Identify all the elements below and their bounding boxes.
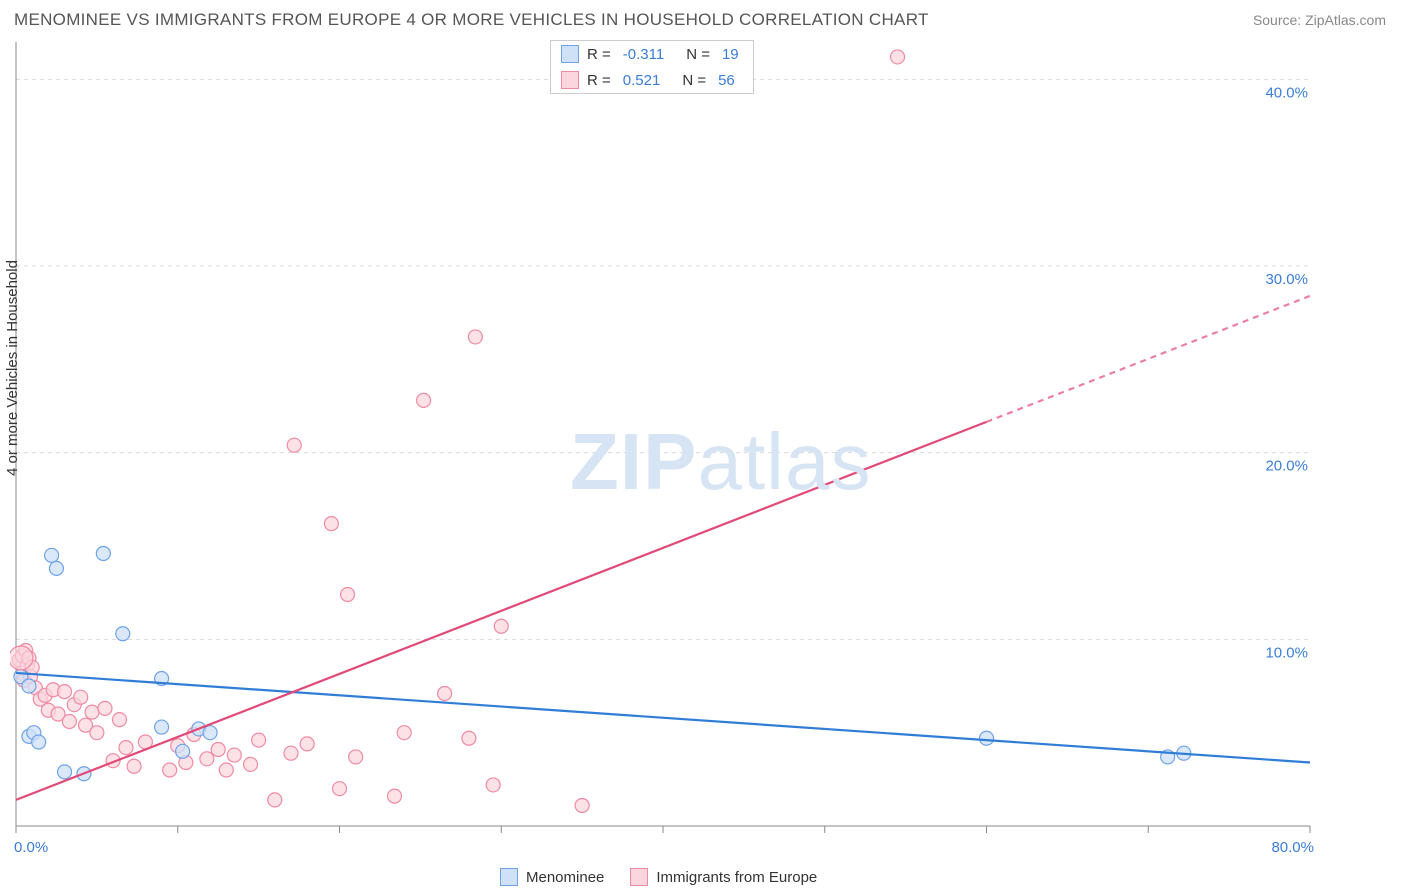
scatter-point — [438, 686, 452, 700]
scatter-point — [227, 748, 241, 762]
scatter-point — [85, 705, 99, 719]
scatter-point — [397, 726, 411, 740]
scatter-point — [468, 330, 482, 344]
scatter-point — [891, 50, 905, 64]
legend-n-label: N = — [686, 46, 710, 63]
scatter-point — [268, 793, 282, 807]
scatter-point — [341, 588, 355, 602]
correlation-legend: R = -0.311 N = 19 R = 0.521 N = 56 — [550, 40, 754, 94]
scatter-point — [155, 720, 169, 734]
y-tick-label: 40.0% — [1265, 84, 1308, 101]
y-tick-label: 30.0% — [1265, 271, 1308, 288]
scatter-point — [176, 744, 190, 758]
trend-line — [16, 422, 987, 800]
correlation-legend-row: R = 0.521 N = 56 — [551, 67, 753, 93]
scatter-point — [200, 752, 214, 766]
scatter-chart: 0.0% 80.0% 10.0% 20.0% 30.0% 40.0% — [10, 36, 1320, 884]
series-legend-item: Menominee — [500, 868, 604, 886]
scatter-point — [494, 619, 508, 633]
scatter-point — [462, 731, 476, 745]
legend-r-value: -0.311 — [619, 46, 668, 63]
series-legend-label: Immigrants from Europe — [656, 869, 817, 886]
scatter-point — [116, 627, 130, 641]
scatter-point — [98, 701, 112, 715]
chart-title: MENOMINEE VS IMMIGRANTS FROM EUROPE 4 OR… — [14, 10, 929, 30]
scatter-point — [163, 763, 177, 777]
scatter-point — [980, 731, 994, 745]
legend-n-label: N = — [682, 72, 706, 89]
scatter-point — [417, 393, 431, 407]
scatter-point — [90, 726, 104, 740]
scatter-point — [211, 742, 225, 756]
header: MENOMINEE VS IMMIGRANTS FROM EUROPE 4 OR… — [0, 0, 1406, 36]
scatter-point — [45, 548, 59, 562]
scatter-point — [62, 714, 76, 728]
y-tick-label: 20.0% — [1265, 458, 1308, 475]
legend-swatch — [500, 868, 518, 886]
x-tick-label: 80.0% — [1271, 839, 1314, 856]
series-legend: Menominee Immigrants from Europe — [500, 868, 817, 886]
scatter-point — [127, 759, 141, 773]
legend-n-value: 19 — [718, 46, 743, 63]
legend-swatch — [561, 45, 579, 63]
legend-r-value: 0.521 — [619, 72, 665, 89]
scatter-point — [387, 789, 401, 803]
y-tick-label: 10.0% — [1265, 644, 1308, 661]
scatter-point — [284, 746, 298, 760]
scatter-point — [575, 798, 589, 812]
scatter-point — [252, 733, 266, 747]
legend-swatch — [561, 71, 579, 89]
source-attribution: Source: ZipAtlas.com — [1253, 12, 1386, 28]
scatter-point — [22, 679, 36, 693]
legend-r-label: R = — [587, 46, 611, 63]
chart-container: 4 or more Vehicles in Household ZIPatlas… — [10, 36, 1396, 884]
y-axis-label: 4 or more Vehicles in Household — [4, 260, 21, 476]
scatter-point — [333, 782, 347, 796]
trend-line — [16, 673, 1310, 763]
scatter-point — [287, 438, 301, 452]
trend-line-extrapolated — [987, 296, 1311, 422]
scatter-point — [58, 765, 72, 779]
legend-n-value: 56 — [714, 72, 739, 89]
scatter-point — [58, 685, 72, 699]
series-legend-label: Menominee — [526, 869, 604, 886]
scatter-point — [74, 690, 88, 704]
scatter-point — [113, 713, 127, 727]
scatter-point — [119, 741, 133, 755]
scatter-point — [486, 778, 500, 792]
scatter-point — [349, 750, 363, 764]
scatter-point — [10, 646, 33, 670]
scatter-point — [32, 735, 46, 749]
scatter-point — [324, 517, 338, 531]
scatter-point — [219, 763, 233, 777]
series-legend-item: Immigrants from Europe — [630, 868, 817, 886]
x-tick-label: 0.0% — [14, 839, 48, 856]
scatter-point — [300, 737, 314, 751]
scatter-point — [49, 561, 63, 575]
legend-swatch — [630, 868, 648, 886]
scatter-point — [96, 546, 110, 560]
correlation-legend-row: R = -0.311 N = 19 — [551, 41, 753, 67]
legend-r-label: R = — [587, 72, 611, 89]
scatter-point — [244, 757, 258, 771]
scatter-point — [203, 726, 217, 740]
